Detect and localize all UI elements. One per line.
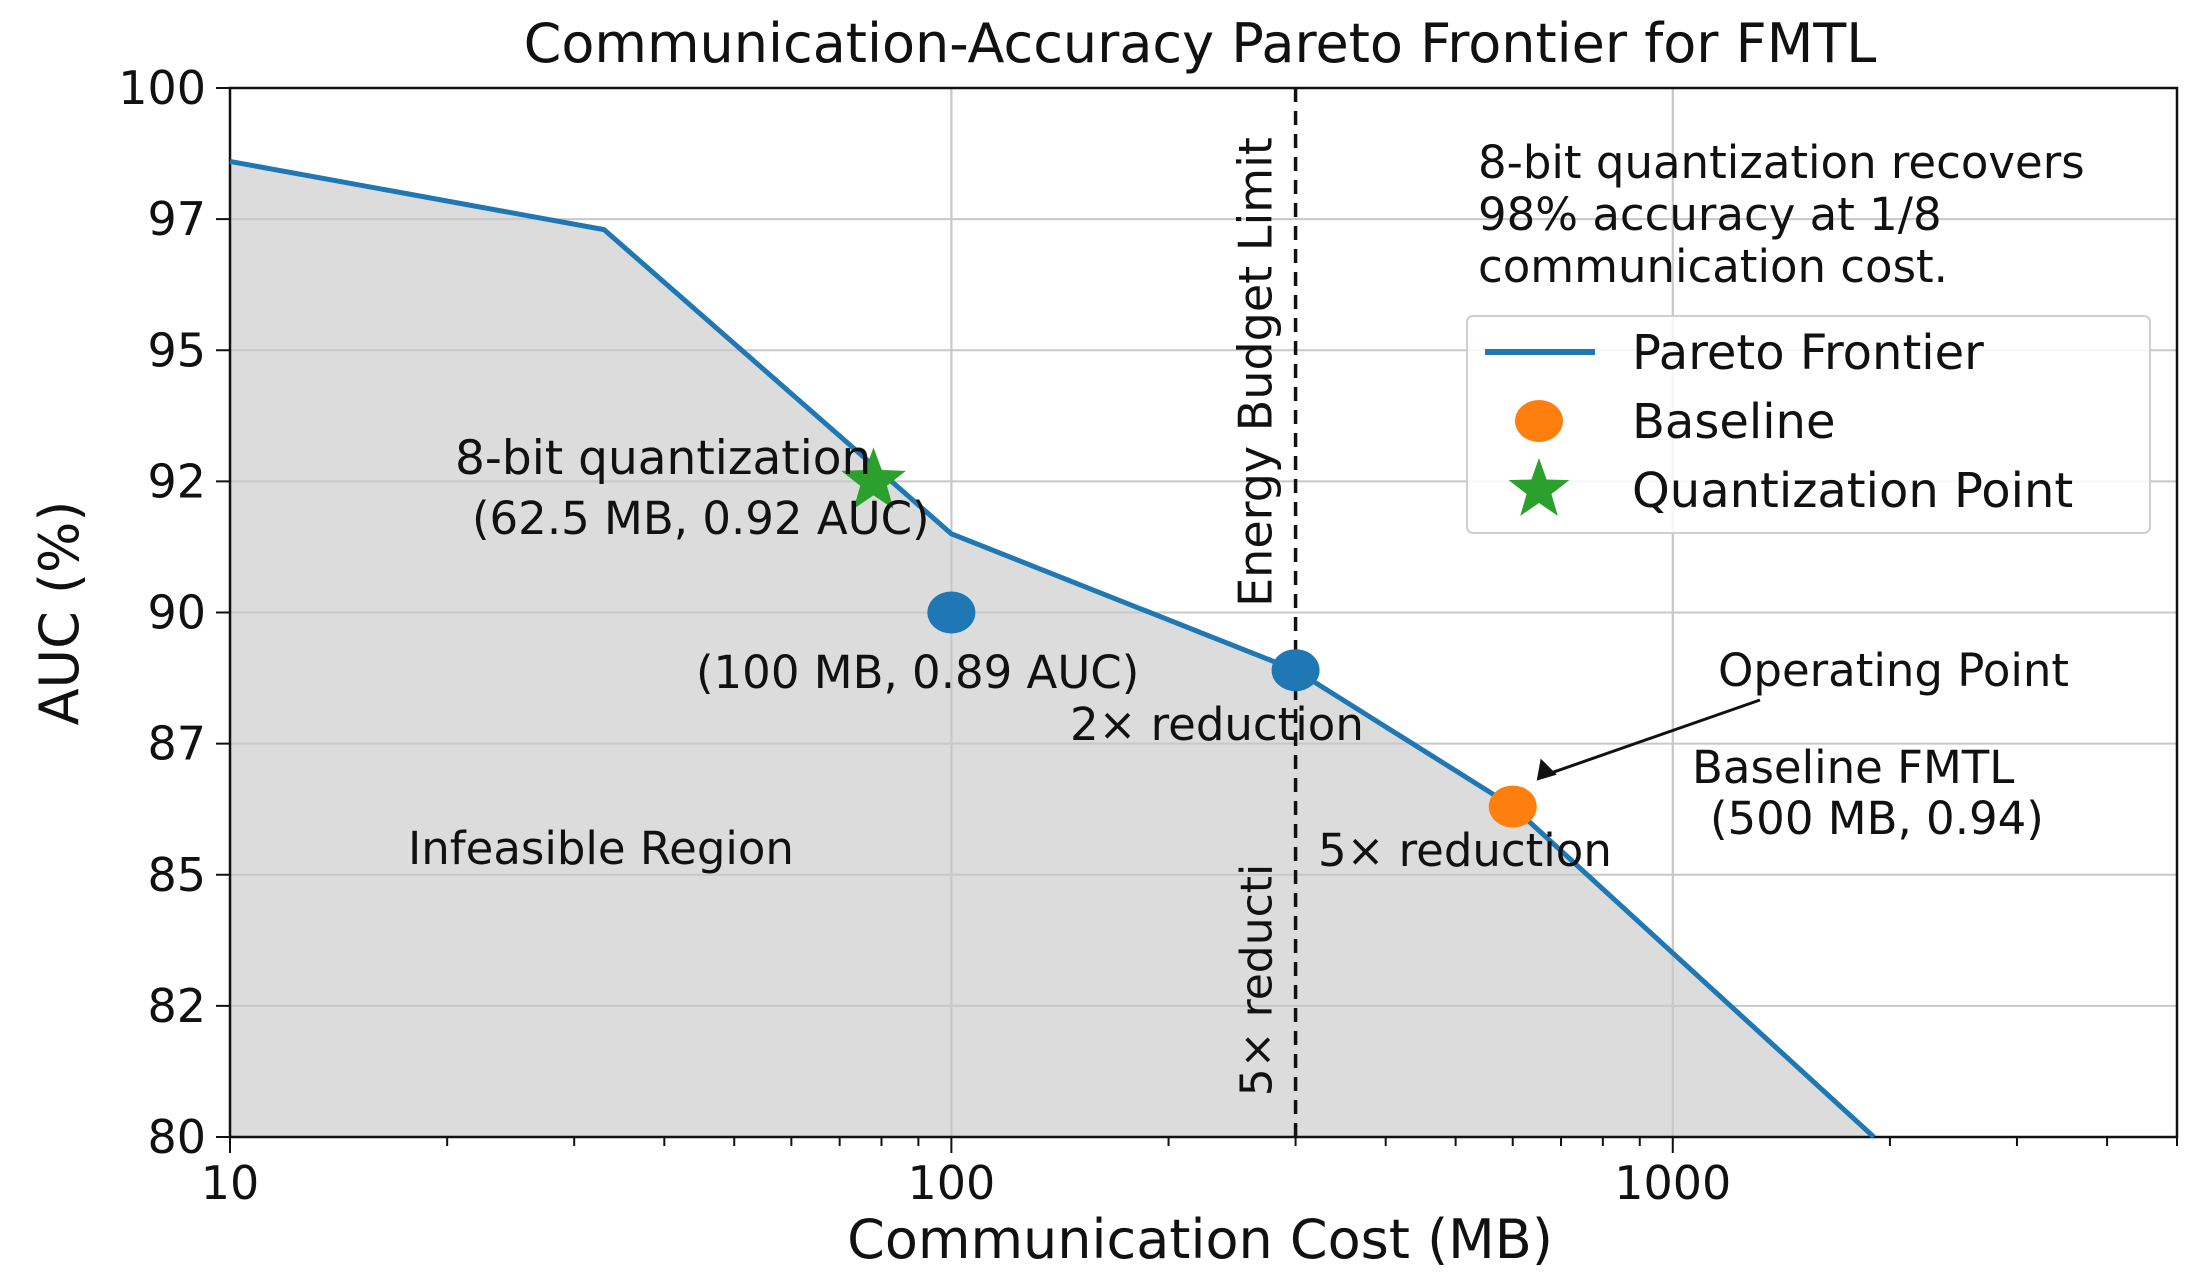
y-tick-label: 87 [147, 717, 206, 771]
y-tick-label: 80 [147, 1110, 206, 1164]
frontier-point-marker [1271, 649, 1320, 692]
note-line1: 8-bit quantization recovers [1478, 136, 2085, 189]
y-tick-label: 97 [147, 192, 206, 246]
y-tick-label: 82 [147, 979, 206, 1033]
infeasible-region-label: Infeasible Region [408, 822, 794, 875]
x-tick-label: 1000 [1614, 1156, 1731, 1210]
y-axis-label: AUC (%) [28, 501, 91, 726]
note-line3: communication cost. [1478, 240, 1948, 293]
baseline-marker [1488, 785, 1537, 828]
y-tick-label: 100 [118, 61, 206, 115]
reduction-vertical-label: 5× reducti [1232, 864, 1283, 1097]
frontier-point-marker [927, 591, 976, 634]
reduction-5x-label: 5× reduction [1318, 824, 1612, 877]
quantization-point-marker [841, 447, 906, 509]
note-line2: 98% accuracy at 1/8 [1478, 188, 1942, 241]
mid-point-annotation: (100 MB, 0.89 AUC) [696, 646, 1139, 699]
y-tick-label: 85 [147, 848, 206, 902]
quant-annotation-line2: (62.5 MB, 0.92 AUC) [472, 492, 930, 545]
quant-annotation-line1: 8-bit quantization [455, 431, 871, 486]
legend-baseline-swatch [1515, 400, 1563, 442]
energy-budget-label: Energy Budget Limit [1229, 137, 1283, 607]
x-tick-label: 100 [907, 1156, 995, 1210]
baseline-annotation-line1: Baseline FMTL [1692, 741, 2014, 794]
pareto-frontier-line [229, 158, 1876, 1139]
legend-item-label: Baseline [1632, 394, 1836, 450]
chart-title: Communication-Accuracy Pareto Frontier f… [524, 12, 1877, 75]
operating-point-arrowhead [1536, 758, 1557, 781]
operating-point-arrow [1540, 698, 1761, 778]
infeasible-region-fill [230, 161, 1874, 1137]
y-tick-label: 95 [147, 323, 206, 377]
x-axis-label: Communication Cost (MB) [847, 1208, 1553, 1271]
legend-box [1466, 315, 2151, 534]
y-tick-label: 92 [147, 454, 206, 508]
x-tick-label: 10 [201, 1156, 260, 1210]
legend-item-label: Pareto Frontier [1632, 325, 1984, 381]
baseline-annotation-line2: (500 MB, 0.94) [1710, 792, 2044, 845]
y-tick-label: 90 [147, 586, 206, 640]
legend-item-label: Quantization Point [1632, 463, 2073, 519]
legend-quantization-swatch [1508, 458, 1570, 516]
operating-point-label: Operating Point [1718, 644, 2069, 697]
reduction-2x-label: 2× reduction [1070, 698, 1364, 751]
